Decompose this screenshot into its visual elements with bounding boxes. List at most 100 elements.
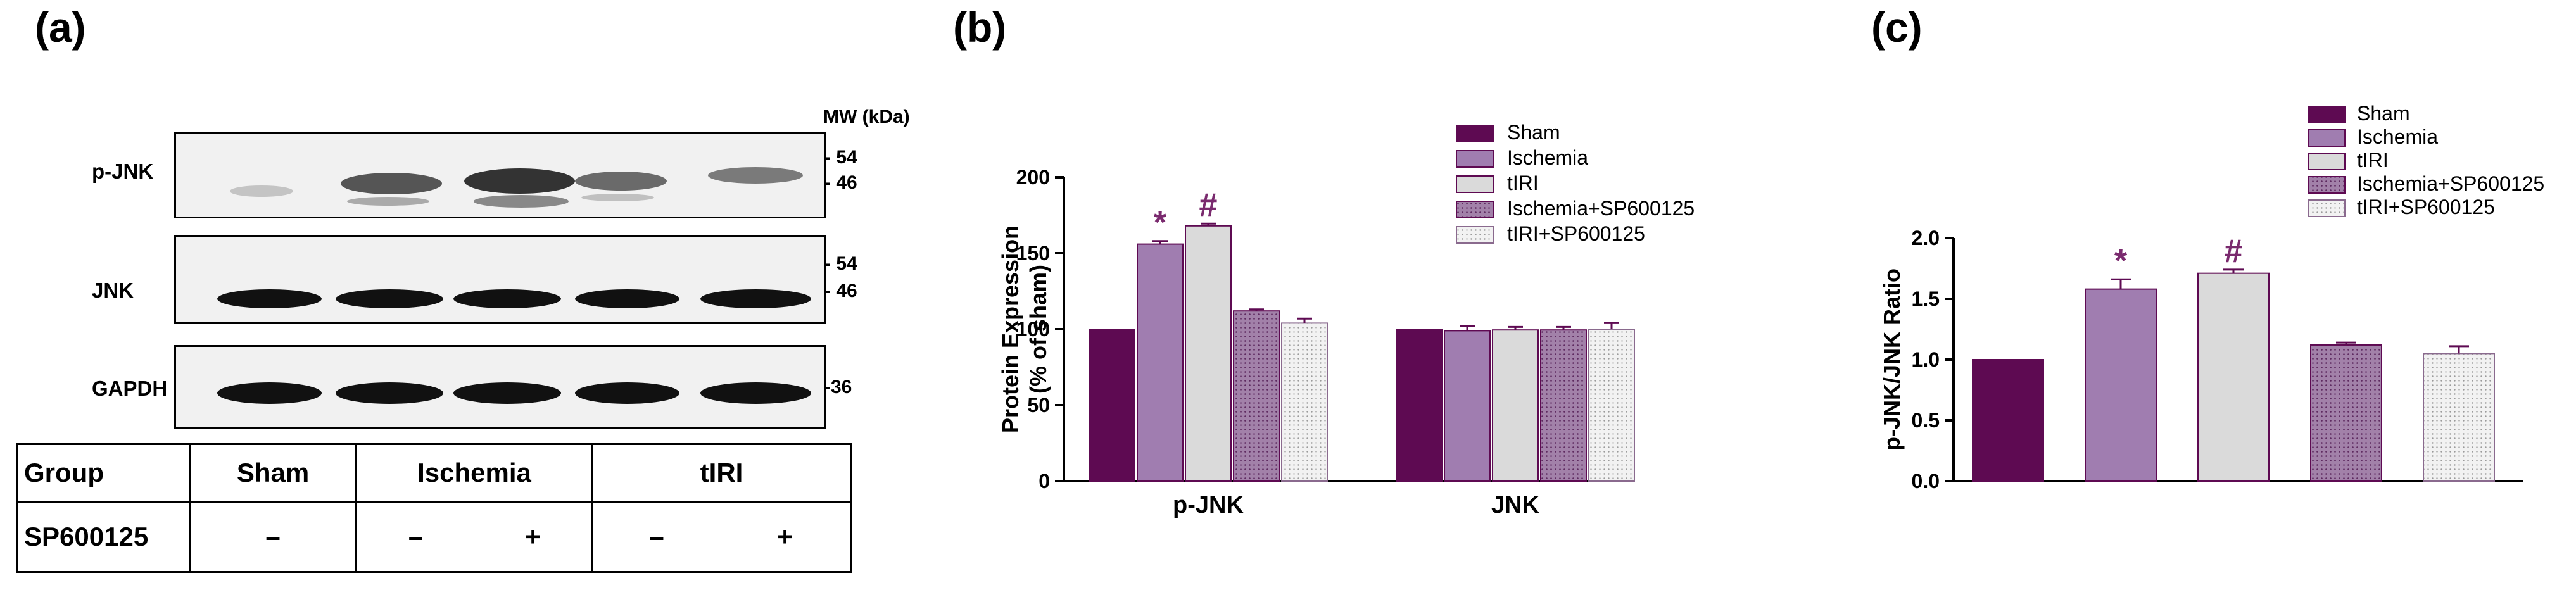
legend-swatch [2308, 153, 2346, 170]
x-tick-label: p-JNK [1173, 492, 1244, 518]
significance-marker: * [1154, 204, 1167, 241]
mw-marker: - 54 [824, 253, 857, 274]
blot-jnk [174, 235, 826, 324]
significance-marker: # [2225, 233, 2243, 270]
bar [1492, 329, 1539, 482]
band [217, 289, 322, 308]
treatment-cell: + [720, 501, 852, 573]
treatment-cell: + [474, 501, 593, 573]
group-ischemia: Ischemia [355, 443, 593, 503]
y-tick-label: 1.0 [1912, 348, 1940, 371]
significance-marker: * [2114, 242, 2128, 279]
band [474, 195, 569, 208]
treatment-cell: – [355, 501, 474, 573]
y-axis-label: p-JNK/JNK Ratio [1879, 268, 1905, 451]
bar [1396, 329, 1443, 482]
panel-b-label: (b) [953, 4, 1007, 51]
y-tick-label: 0.0 [1912, 470, 1940, 493]
mw-header: MW (kDa) [823, 106, 910, 127]
y-tick-label: 0.5 [1912, 409, 1940, 432]
legend-label: Ischemia [1507, 146, 1588, 169]
legend-swatch [1456, 125, 1494, 142]
band [230, 185, 293, 197]
band [347, 197, 429, 206]
blot-label-gapdh: GAPDH [92, 377, 168, 400]
legend-swatch [2308, 129, 2346, 147]
band [453, 289, 561, 308]
treatment-row: SP600125 – – + – + [16, 501, 852, 573]
bar [2310, 344, 2382, 482]
legend-label: tIRI+SP600125 [1507, 222, 1645, 245]
band [581, 194, 654, 201]
band [341, 173, 442, 194]
band [700, 289, 811, 308]
y-axis-label: Protein Expression [997, 225, 1023, 433]
bar [2085, 288, 2157, 482]
band [336, 382, 443, 404]
y-tick-label: 50 [1027, 394, 1050, 417]
y-tick-label: 200 [1016, 166, 1050, 189]
treatment-header: SP600125 [16, 501, 191, 573]
blot-label-pjnk: p-JNK [92, 160, 154, 183]
legend-swatch [1456, 226, 1494, 244]
legend-swatch [2308, 106, 2346, 123]
legend-swatch [1456, 201, 1494, 218]
y-tick-label: 100 [1016, 318, 1050, 341]
mw-marker: - 46 [824, 172, 857, 193]
band [217, 382, 322, 404]
band [575, 289, 679, 308]
legend-label: Ischemia [2357, 125, 2438, 148]
bar [1281, 322, 1328, 482]
legend-swatch [1456, 150, 1494, 168]
treatment-cell: – [591, 501, 720, 573]
band [336, 289, 443, 308]
y-tick-label: 150 [1016, 242, 1050, 265]
chart-c: 0.00.51.01.52.0p-JNK/JNK Ratio* #ShamIsch… [1879, 102, 2544, 493]
blot-gapdh [174, 345, 826, 429]
y-axis-label: (% of sham) [1025, 265, 1051, 394]
legend-label: Ischemia+SP600125 [2357, 172, 2544, 195]
legend-swatch [1456, 175, 1494, 193]
band [575, 172, 667, 191]
group-header: Group [16, 443, 191, 503]
y-tick-label: 2.0 [1912, 227, 1940, 249]
band [575, 382, 679, 404]
y-tick-label: 0 [1039, 470, 1050, 493]
band [700, 382, 811, 404]
mw-marker: -36 [824, 377, 852, 398]
legend-label: tIRI [1507, 172, 1539, 194]
panel-a-label: (a) [35, 4, 86, 51]
bar [1233, 310, 1280, 482]
bar [1972, 359, 2044, 482]
mw-marker: - 54 [824, 147, 857, 168]
significance-marker: # [1199, 187, 1218, 223]
group-row: Group Sham Ischemia tIRI [16, 443, 852, 503]
legend-label: Sham [1507, 121, 1560, 144]
x-tick-label: JNK [1491, 492, 1540, 518]
band [708, 167, 803, 184]
treatment-cell: – [189, 501, 357, 573]
band [464, 168, 575, 194]
group-sham: Sham [189, 443, 357, 503]
legend-label: Sham [2357, 102, 2410, 125]
bar [2197, 272, 2270, 482]
legend-swatch [2308, 176, 2346, 194]
bar [1588, 329, 1635, 482]
bar [1089, 329, 1135, 482]
legend-label: tIRI [2357, 149, 2389, 172]
blot-pjnk [174, 132, 826, 218]
chart-b: 0 50 100 150 200 Protein Expression (% of sham… [997, 121, 1695, 518]
blot-label-jnk: JNK [92, 279, 134, 302]
bar [1137, 243, 1184, 482]
mw-marker: - 46 [824, 280, 857, 301]
legend-swatch [2308, 199, 2346, 217]
bar [1444, 330, 1491, 482]
group-tiri: tIRI [591, 443, 852, 503]
legend-label: tIRI+SP600125 [2357, 196, 2495, 218]
bar [1540, 329, 1587, 482]
bar [2423, 353, 2495, 482]
y-tick-label: 1.5 [1912, 287, 1940, 310]
group-table: Group Sham Ischemia tIRI SP600125 – – + … [16, 443, 852, 573]
legend-label: Ischemia+SP600125 [1507, 197, 1695, 220]
band [453, 382, 561, 404]
